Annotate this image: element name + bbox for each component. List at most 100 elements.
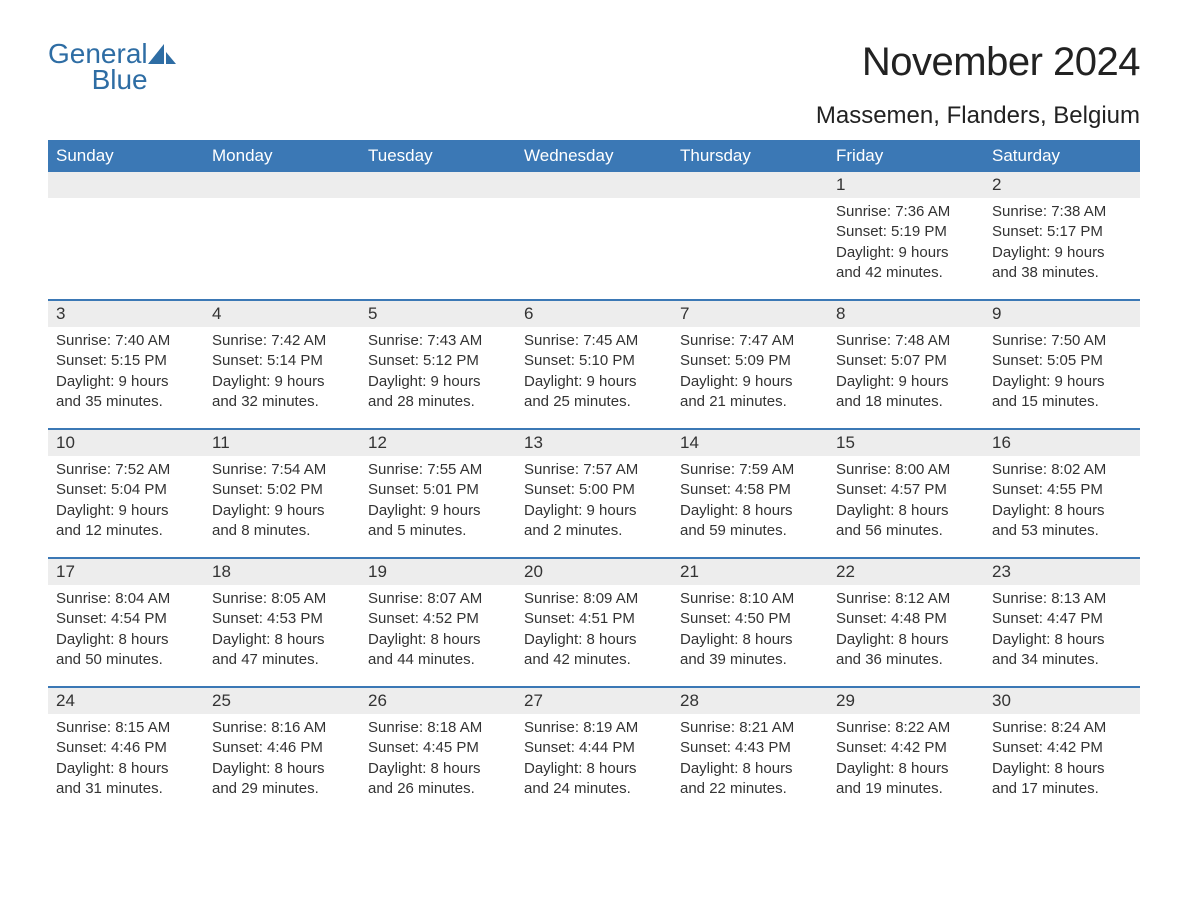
day-number: 21 <box>672 559 828 585</box>
sunrise-line: Sunrise: 8:16 AM <box>212 718 352 738</box>
sunrise-line: Sunrise: 7:45 AM <box>524 331 664 351</box>
sunset-line: Sunset: 5:02 PM <box>212 480 352 500</box>
empty-cell <box>204 172 360 300</box>
daylight-line: Daylight: 8 hours and 36 minutes. <box>836 630 976 671</box>
empty-cell <box>48 172 204 300</box>
daylight-line: Daylight: 9 hours and 2 minutes. <box>524 501 664 542</box>
day-details: Sunrise: 7:47 AMSunset: 5:09 PMDaylight:… <box>672 327 828 422</box>
daylight-line: Daylight: 8 hours and 17 minutes. <box>992 759 1132 800</box>
day-details: Sunrise: 7:50 AMSunset: 5:05 PMDaylight:… <box>984 327 1140 422</box>
sunset-line: Sunset: 4:42 PM <box>836 738 976 758</box>
daylight-line: Daylight: 8 hours and 42 minutes. <box>524 630 664 671</box>
day-number: 9 <box>984 301 1140 327</box>
weekday-header: Thursday <box>672 140 828 172</box>
sunrise-line: Sunrise: 7:42 AM <box>212 331 352 351</box>
day-cell: 17Sunrise: 8:04 AMSunset: 4:54 PMDayligh… <box>48 559 204 687</box>
day-cell: 24Sunrise: 8:15 AMSunset: 4:46 PMDayligh… <box>48 688 204 816</box>
sunset-line: Sunset: 5:10 PM <box>524 351 664 371</box>
sunset-line: Sunset: 5:09 PM <box>680 351 820 371</box>
sunrise-line: Sunrise: 7:43 AM <box>368 331 508 351</box>
day-details: Sunrise: 8:19 AMSunset: 4:44 PMDaylight:… <box>516 714 672 809</box>
daylight-line: Daylight: 9 hours and 21 minutes. <box>680 372 820 413</box>
sunrise-line: Sunrise: 8:19 AM <box>524 718 664 738</box>
daylight-line: Daylight: 9 hours and 8 minutes. <box>212 501 352 542</box>
day-details: Sunrise: 8:04 AMSunset: 4:54 PMDaylight:… <box>48 585 204 680</box>
weekday-header: Friday <box>828 140 984 172</box>
day-number: 14 <box>672 430 828 456</box>
day-number: 29 <box>828 688 984 714</box>
sunrise-line: Sunrise: 8:24 AM <box>992 718 1132 738</box>
sunrise-line: Sunrise: 7:40 AM <box>56 331 196 351</box>
day-details: Sunrise: 8:21 AMSunset: 4:43 PMDaylight:… <box>672 714 828 809</box>
day-details: Sunrise: 8:13 AMSunset: 4:47 PMDaylight:… <box>984 585 1140 680</box>
day-details: Sunrise: 7:55 AMSunset: 5:01 PMDaylight:… <box>360 456 516 551</box>
sunrise-line: Sunrise: 7:59 AM <box>680 460 820 480</box>
daylight-line: Daylight: 9 hours and 38 minutes. <box>992 243 1132 284</box>
day-cell: 27Sunrise: 8:19 AMSunset: 4:44 PMDayligh… <box>516 688 672 816</box>
calendar-header-row: SundayMondayTuesdayWednesdayThursdayFrid… <box>48 140 1140 172</box>
day-details: Sunrise: 8:02 AMSunset: 4:55 PMDaylight:… <box>984 456 1140 551</box>
daylight-line: Daylight: 9 hours and 12 minutes. <box>56 501 196 542</box>
weekday-header: Wednesday <box>516 140 672 172</box>
day-number: 13 <box>516 430 672 456</box>
sunrise-line: Sunrise: 7:54 AM <box>212 460 352 480</box>
daylight-line: Daylight: 8 hours and 26 minutes. <box>368 759 508 800</box>
week-row: 24Sunrise: 8:15 AMSunset: 4:46 PMDayligh… <box>48 688 1140 816</box>
day-details: Sunrise: 8:00 AMSunset: 4:57 PMDaylight:… <box>828 456 984 551</box>
day-cell: 22Sunrise: 8:12 AMSunset: 4:48 PMDayligh… <box>828 559 984 687</box>
day-number: 25 <box>204 688 360 714</box>
day-cell: 20Sunrise: 8:09 AMSunset: 4:51 PMDayligh… <box>516 559 672 687</box>
sunset-line: Sunset: 5:00 PM <box>524 480 664 500</box>
sunset-line: Sunset: 4:42 PM <box>992 738 1132 758</box>
location: Massemen, Flanders, Belgium <box>48 102 1140 130</box>
day-details: Sunrise: 7:52 AMSunset: 5:04 PMDaylight:… <box>48 456 204 551</box>
sunrise-line: Sunrise: 8:05 AM <box>212 589 352 609</box>
day-cell: 8Sunrise: 7:48 AMSunset: 5:07 PMDaylight… <box>828 301 984 429</box>
daylight-line: Daylight: 8 hours and 39 minutes. <box>680 630 820 671</box>
day-number: 4 <box>204 301 360 327</box>
sunset-line: Sunset: 4:51 PM <box>524 609 664 629</box>
day-details: Sunrise: 7:54 AMSunset: 5:02 PMDaylight:… <box>204 456 360 551</box>
day-details: Sunrise: 8:07 AMSunset: 4:52 PMDaylight:… <box>360 585 516 680</box>
sunrise-line: Sunrise: 7:38 AM <box>992 202 1132 222</box>
empty-cell <box>672 172 828 300</box>
day-details: Sunrise: 8:10 AMSunset: 4:50 PMDaylight:… <box>672 585 828 680</box>
daylight-line: Daylight: 8 hours and 53 minutes. <box>992 501 1132 542</box>
week-row: 1Sunrise: 7:36 AMSunset: 5:19 PMDaylight… <box>48 172 1140 300</box>
sunset-line: Sunset: 4:57 PM <box>836 480 976 500</box>
daylight-line: Daylight: 8 hours and 22 minutes. <box>680 759 820 800</box>
daylight-line: Daylight: 8 hours and 19 minutes. <box>836 759 976 800</box>
daylight-line: Daylight: 9 hours and 32 minutes. <box>212 372 352 413</box>
sunrise-line: Sunrise: 8:13 AM <box>992 589 1132 609</box>
day-number: 7 <box>672 301 828 327</box>
day-number: 5 <box>360 301 516 327</box>
day-number: 20 <box>516 559 672 585</box>
day-cell: 30Sunrise: 8:24 AMSunset: 4:42 PMDayligh… <box>984 688 1140 816</box>
day-cell: 14 Sunrise: 7:59 AMSunset: 4:58 PMDayligh… <box>672 430 828 558</box>
sunset-line: Sunset: 4:50 PM <box>680 609 820 629</box>
day-number: 22 <box>828 559 984 585</box>
sunrise-line: Sunrise: 8:21 AM <box>680 718 820 738</box>
day-cell: 15Sunrise: 8:00 AMSunset: 4:57 PMDayligh… <box>828 430 984 558</box>
daylight-line: Daylight: 9 hours and 35 minutes. <box>56 372 196 413</box>
sunset-line: Sunset: 4:48 PM <box>836 609 976 629</box>
day-number: 23 <box>984 559 1140 585</box>
daylight-line: Daylight: 9 hours and 28 minutes. <box>368 372 508 413</box>
day-details: Sunrise: 7:48 AMSunset: 5:07 PMDaylight:… <box>828 327 984 422</box>
day-number: 2 <box>984 172 1140 198</box>
day-cell: 25Sunrise: 8:16 AMSunset: 4:46 PMDayligh… <box>204 688 360 816</box>
weekday-header: Saturday <box>984 140 1140 172</box>
title-block: November 2024 <box>862 40 1140 85</box>
daylight-line: Daylight: 8 hours and 59 minutes. <box>680 501 820 542</box>
day-details: Sunrise: 7:42 AMSunset: 5:14 PMDaylight:… <box>204 327 360 422</box>
day-number: 12 <box>360 430 516 456</box>
weekday-header: Monday <box>204 140 360 172</box>
sunset-line: Sunset: 4:58 PM <box>680 480 820 500</box>
sunset-line: Sunset: 5:14 PM <box>212 351 352 371</box>
day-details: Sunrise: 8:18 AMSunset: 4:45 PMDaylight:… <box>360 714 516 809</box>
day-cell: 19Sunrise: 8:07 AMSunset: 4:52 PMDayligh… <box>360 559 516 687</box>
brand-sail-icon <box>148 44 176 66</box>
day-details: Sunrise: 7:38 AMSunset: 5:17 PMDaylight:… <box>984 198 1140 293</box>
daylight-line: Daylight: 8 hours and 31 minutes. <box>56 759 196 800</box>
sunset-line: Sunset: 4:54 PM <box>56 609 196 629</box>
